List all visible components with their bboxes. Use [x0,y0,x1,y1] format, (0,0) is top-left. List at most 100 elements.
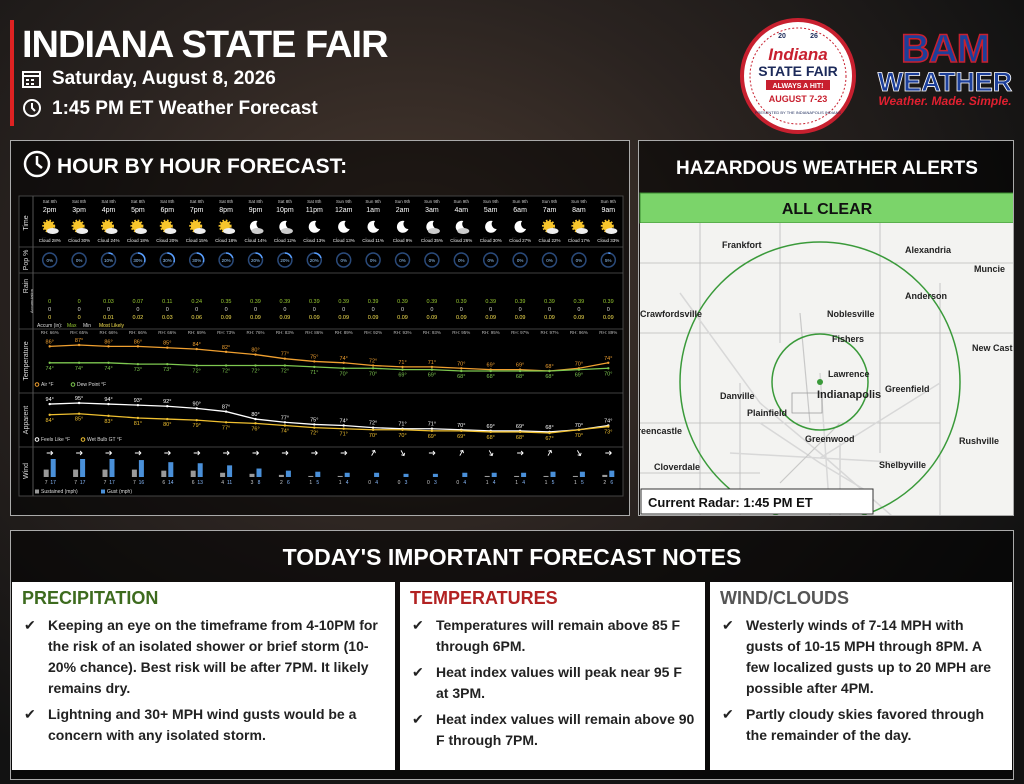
feels-point [224,410,228,413]
rain-likely: 0.09 [221,315,232,321]
feels-label: 87° [222,405,230,411]
date-label: Sun 9th [365,199,381,204]
sustained-bar [337,475,343,477]
weather-icon [514,220,527,233]
feels-point [254,417,257,421]
legend-label: Max [67,323,77,329]
sustained-label: 0 [398,480,401,486]
feels-label: 70° [575,423,583,429]
weather-icon [218,219,236,234]
air-point [401,365,404,369]
feels-point [371,426,375,429]
rain-min: 0 [78,307,81,313]
rain-likely: 0 [78,315,81,321]
hour-label: 1am [366,207,380,214]
feels-label: 74° [340,419,348,425]
wetbulb-label: 73° [604,430,612,436]
map-caption: Current Radar: 1:45 PM ET [648,495,813,510]
status-bar [639,192,1013,224]
sustained-label: 1 [486,480,489,486]
cloud-label: Cloud 18% [127,238,149,243]
sustained-bar [73,469,79,477]
dew-point [518,369,522,373]
wetbulb-label: 72° [310,431,318,437]
logo-sponsor: PRESENTED BY THE INDIANAPOLIS INDIANS [755,110,842,115]
feels-point [77,401,81,405]
air-point [460,367,463,370]
rain-likely: 0.09 [574,315,585,321]
rain-min: 0 [225,307,228,313]
city-label: Greenfield [885,384,930,394]
bullet-item: Westerly winds of 7-14 MPH with gusts of… [720,615,1002,699]
dew-label: 70° [369,371,377,377]
rain-max: 0.39 [368,299,379,305]
rain-max: 0.07 [133,299,144,305]
legend-label: Sustained (mph) [41,489,78,495]
gust-label: 8 [258,480,261,486]
air-point [254,353,257,356]
air-label: 69° [487,363,495,369]
dew-label: 73° [163,367,171,373]
hourly-panel: HOUR BY HOUR FORECAST: Time Pop % Temperat… [10,140,630,516]
dew-label: 68° [487,374,495,380]
air-label: 82° [222,345,230,351]
bullet-item: Partly cloudy skies favored through the … [720,704,1002,746]
rh-label: RH: 69% [188,330,206,335]
pop-label: 20% [222,258,231,263]
rh-label: RH: 89% [599,330,617,335]
gust-bar [80,459,86,477]
cloud-label: Cloud 22% [538,238,560,243]
cloud-label: Cloud 30% [68,238,90,243]
feels-label: 80° [251,412,259,418]
feels-point [107,402,110,406]
rh-label: RH: 96% [570,330,588,335]
rain-min: 0 [577,307,580,313]
hour-label: 3am [425,207,439,214]
row-label: Wind [23,463,30,479]
date-label: Sat 8th [43,199,58,204]
moon [485,220,497,233]
cloud [575,228,588,234]
feels-point [430,427,434,430]
gust-label: 17 [50,480,56,486]
cloud [605,228,618,234]
gust-bar [462,472,468,477]
section-heading: TEMPERATURES [410,588,558,608]
cloud [193,228,206,234]
rain-max: 0 [78,299,81,305]
dew-label: 73° [134,367,142,373]
rain-min: 0 [136,307,139,313]
sustained-label: 1 [574,480,577,486]
wind-arrow [281,450,289,456]
bullet-list: Keeping an eye on the timeframe from 4-1… [22,615,385,746]
feels-label: 77° [281,415,289,421]
logo-slogan: ALWAYS A HIT! [773,83,824,90]
wetbulb-label: 76° [251,426,259,432]
air-point [342,361,345,364]
wetbulb-label: 68° [516,435,524,441]
legend-swatch [70,382,76,387]
wetbulb-point [401,428,404,431]
wetbulb-label: 85° [75,417,83,423]
sustained-bar [278,474,284,477]
date-label: Sat 8th [278,199,293,204]
air-label: 77° [281,352,289,358]
sustained-label: 0 [427,480,430,486]
feels-label: 69° [487,424,495,430]
bullet-item: Lightning and 30+ MPH wind gusts would b… [22,704,385,746]
dew-label: 72° [193,369,201,375]
dew-point [107,361,110,364]
moon [367,220,380,233]
row-label: Apparent [23,406,30,434]
wetbulb-label: 70° [398,433,406,439]
bullet-list: Westerly winds of 7-14 MPH with gusts of… [720,615,1002,746]
pop-label: 0% [576,258,583,263]
weather-icon [159,219,177,234]
bam-sub: WEATHER [878,67,1013,97]
rain-max: 0.39 [309,299,320,305]
cloud-label: Cloud 35% [421,238,443,243]
rh-label: RH: 95% [482,330,500,335]
wetbulb-label: 71° [340,432,348,438]
notes-title: TODAY'S IMPORTANT FORECAST NOTES [282,544,742,570]
